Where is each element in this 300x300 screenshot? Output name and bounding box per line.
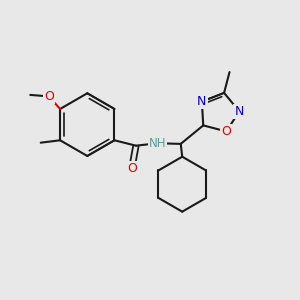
Text: N: N — [197, 95, 206, 108]
Text: O: O — [221, 125, 231, 138]
Text: O: O — [44, 90, 54, 103]
Text: NH: NH — [149, 137, 166, 150]
Text: O: O — [128, 162, 137, 175]
Text: N: N — [235, 105, 244, 118]
